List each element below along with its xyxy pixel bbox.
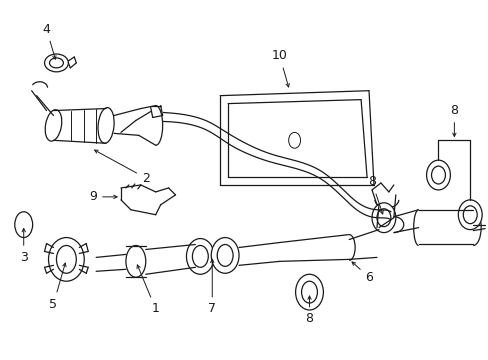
Text: 10: 10 bbox=[271, 49, 289, 87]
Ellipse shape bbox=[48, 238, 84, 281]
Ellipse shape bbox=[15, 212, 33, 238]
Ellipse shape bbox=[44, 54, 68, 72]
Ellipse shape bbox=[295, 274, 323, 310]
Ellipse shape bbox=[211, 238, 239, 273]
Ellipse shape bbox=[426, 160, 449, 190]
Text: 8: 8 bbox=[367, 175, 383, 214]
Ellipse shape bbox=[217, 244, 233, 266]
Text: 8: 8 bbox=[449, 104, 457, 136]
Ellipse shape bbox=[371, 203, 395, 233]
Ellipse shape bbox=[45, 110, 61, 141]
Text: 7: 7 bbox=[208, 259, 216, 315]
Text: 5: 5 bbox=[49, 263, 66, 311]
Text: 1: 1 bbox=[137, 265, 159, 315]
Ellipse shape bbox=[192, 246, 208, 267]
Text: 4: 4 bbox=[42, 23, 56, 59]
Ellipse shape bbox=[462, 206, 476, 224]
Ellipse shape bbox=[376, 209, 390, 227]
Ellipse shape bbox=[186, 239, 214, 274]
Text: 6: 6 bbox=[351, 262, 372, 284]
Ellipse shape bbox=[457, 200, 481, 230]
Ellipse shape bbox=[56, 246, 76, 273]
Text: 8: 8 bbox=[305, 296, 313, 325]
Ellipse shape bbox=[431, 166, 445, 184]
Text: 3: 3 bbox=[20, 229, 28, 264]
Text: 9: 9 bbox=[89, 190, 117, 203]
Ellipse shape bbox=[288, 132, 300, 148]
Ellipse shape bbox=[301, 281, 317, 303]
Text: 2: 2 bbox=[94, 150, 149, 185]
Ellipse shape bbox=[126, 246, 145, 277]
Ellipse shape bbox=[98, 108, 114, 143]
Ellipse shape bbox=[49, 58, 63, 68]
